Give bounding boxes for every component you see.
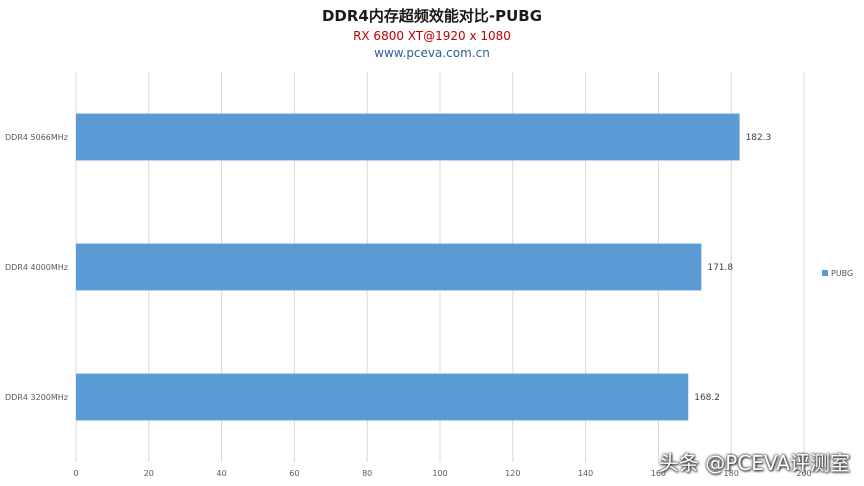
x-tick-label: 120: [505, 469, 520, 478]
chart-subtitle: RX 6800 XT@1920 x 1080: [353, 29, 511, 43]
data-label: 171.8: [707, 263, 733, 273]
chart-source: www.pceva.com.cn: [374, 46, 490, 60]
x-tick-label: 180: [724, 469, 739, 478]
bar: [76, 373, 689, 421]
x-tick-label: 40: [217, 469, 227, 478]
x-tick-label: 140: [578, 469, 593, 478]
data-label: 182.3: [746, 133, 772, 143]
y-category-label: DDR4 3200MHz: [5, 393, 68, 402]
x-tick-label: 20: [144, 469, 154, 478]
x-tick-label: 60: [289, 469, 299, 478]
x-tick-label: 160: [651, 469, 666, 478]
title-block: DDR4内存超频效能对比-PUBG RX 6800 XT@1920 x 1080…: [0, 6, 864, 61]
data-label: 168.2: [694, 393, 720, 403]
x-tick-label: 100: [432, 469, 447, 478]
legend-label: PUBG: [831, 269, 853, 278]
bar: [76, 113, 740, 161]
y-category-label: DDR4 4000MHz: [5, 263, 68, 272]
watermark: 头条 @PCEVA评测室: [658, 451, 850, 475]
chart-title: DDR4内存超频效能对比-PUBG: [321, 7, 543, 25]
x-tick-label: 0: [73, 469, 78, 478]
x-tick-label: 200: [796, 469, 811, 478]
legend-swatch: [822, 270, 828, 276]
y-category-label: DDR4 5066MHz: [5, 133, 68, 142]
bar: [76, 243, 702, 291]
x-tick-label: 80: [362, 469, 372, 478]
